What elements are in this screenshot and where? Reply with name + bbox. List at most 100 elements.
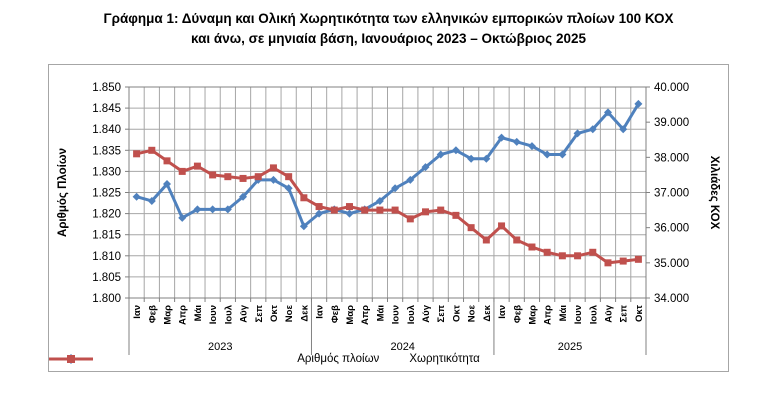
- chart-legend: Αριθμός πλοίων Χωρητικότητα: [49, 353, 728, 365]
- capacity-series-data-point: [361, 206, 369, 214]
- ships-series-data-point: [543, 150, 552, 159]
- capacity-series-data-point: [376, 206, 384, 214]
- x-axis-month-label: Αύγ: [603, 304, 614, 322]
- legend-label: Χωρητικότητα: [409, 353, 480, 365]
- capacity-series-data-point: [634, 255, 642, 263]
- capacity-series-data-point: [543, 248, 551, 256]
- right-axis-tick-label: 40.000: [654, 82, 689, 94]
- x-axis-month-label: Ιαν: [497, 305, 508, 319]
- ships-series-data-point: [619, 125, 628, 134]
- legend-label: Αριθμός πλοίων: [297, 353, 380, 365]
- capacity-series-data-point: [239, 174, 247, 182]
- right-axis-tick-label: 38.000: [654, 152, 689, 164]
- x-axis-month-label: Αύγ: [421, 304, 432, 322]
- ships-series-data-point: [482, 154, 491, 163]
- left-axis-tick-label: 1.835: [92, 145, 121, 157]
- ships-series-data-point: [223, 205, 232, 214]
- capacity-series-data-point: [422, 208, 430, 216]
- ships-series-data-point: [603, 108, 612, 117]
- left-axis-title: Αριθμός Πλοίων: [57, 148, 69, 237]
- ships-series-data-point: [345, 209, 354, 218]
- x-axis-month-label: Μάι: [375, 305, 386, 322]
- right-axis-tick-label: 37.000: [654, 188, 689, 200]
- ships-series-data-point: [269, 175, 278, 184]
- capacity-series-data-point: [300, 194, 308, 202]
- left-axis-tick-label: 1.820: [92, 209, 121, 221]
- capacity-series-data-point: [269, 164, 277, 172]
- left-axis-tick-label: 1.830: [92, 166, 121, 178]
- ships-series-data-point: [375, 196, 384, 205]
- x-axis-month-label: Φεβ: [147, 305, 158, 323]
- ships-series-data-point: [467, 154, 476, 163]
- ships-series-data-point: [558, 150, 567, 159]
- capacity-series-data-point: [163, 157, 171, 165]
- legend-item-capacity: Χωρητικότητα: [49, 353, 480, 365]
- x-axis-month-label: Απρ: [178, 305, 189, 325]
- ships-series-data-point: [391, 184, 400, 193]
- x-axis-month-label: Φεβ: [330, 305, 341, 323]
- left-axis-tick-label: 1.800: [92, 293, 121, 305]
- x-axis-month-label: Νοε: [467, 305, 478, 323]
- left-axis-tick-label: 1.850: [92, 82, 121, 94]
- left-axis-tick-label: 1.805: [92, 272, 121, 284]
- capacity-series-data-point: [406, 215, 414, 223]
- x-axis-month-label: Απρ: [360, 305, 371, 325]
- capacity-series-data-point: [452, 211, 460, 219]
- year-label: 2024: [390, 341, 414, 353]
- x-axis-month-label: Νοε: [284, 305, 295, 323]
- x-axis-month-label: Απρ: [543, 305, 554, 325]
- year-label: 2025: [558, 341, 582, 353]
- capacity-series-data-point: [528, 243, 536, 251]
- x-axis-month-label: Ιουν: [391, 305, 402, 324]
- ships-series-data-point: [527, 142, 536, 151]
- ships-series-data-point: [178, 213, 187, 222]
- x-axis-month-label: Ιουλ: [223, 304, 234, 324]
- right-axis-tick-label: 35.000: [654, 258, 689, 270]
- ships-series-data-point: [163, 180, 172, 189]
- x-axis-month-label: Σεπ: [254, 304, 265, 322]
- left-axis-tick-label: 1.840: [92, 124, 121, 136]
- x-axis-month-label: Μαρ: [163, 305, 174, 325]
- ships-series-data-point: [284, 184, 293, 193]
- ships-series-data-point: [634, 99, 643, 108]
- ships-series-data-point: [497, 133, 506, 142]
- left-axis-tick-label: 1.810: [92, 251, 121, 263]
- capacity-series-data-point: [619, 257, 627, 265]
- capacity-series-data-point: [285, 173, 293, 181]
- ships-series-line: [135, 102, 640, 228]
- capacity-series-data-point: [254, 173, 262, 181]
- x-axis-month-label: Ιουλ: [406, 304, 417, 324]
- x-axis-month-label: Ιουλ: [588, 304, 599, 324]
- ships-series-data-point: [421, 163, 430, 172]
- x-axis-month-label: Δεκ: [299, 304, 310, 321]
- capacity-series-data-point: [224, 173, 232, 181]
- capacity-series-data-point: [437, 206, 445, 214]
- capacity-series-data-point: [558, 252, 566, 260]
- x-axis-month-label: Μάι: [193, 305, 204, 322]
- left-axis-tick-label: 1.815: [92, 230, 121, 242]
- x-axis-month-label: Μαρ: [345, 305, 356, 325]
- x-axis-month-label: Σεπ: [619, 304, 630, 322]
- x-axis-month-label: Ιαν: [315, 305, 326, 319]
- capacity-series-line: [135, 148, 640, 265]
- legend-item-ships: Αριθμός πλοίων: [49, 353, 380, 365]
- capacity-series-data-point: [133, 150, 141, 158]
- left-axis-tick-label: 1.825: [92, 188, 121, 200]
- ships-series-data-point: [239, 192, 248, 201]
- capacity-series-data-point: [498, 222, 506, 230]
- chart-title-line1: Γράφημα 1: Δύναμη και Ολική Χωρητικότητα…: [103, 11, 674, 26]
- chart-title-line2: και άνω, σε μηνιαία βάση, Ιανουάριος 202…: [191, 31, 586, 47]
- capacity-series-data-point: [589, 248, 597, 256]
- capacity-series-data-point: [391, 206, 399, 214]
- ships-series-data-point: [588, 125, 597, 134]
- ships-series-data-point: [193, 205, 202, 214]
- x-axis-month-label: Οκτ: [269, 304, 280, 322]
- capacity-series-data-point: [513, 236, 521, 244]
- ships-series-data-point: [132, 192, 141, 201]
- x-axis-month-label: Ιουν: [573, 305, 584, 324]
- chart-canvas: 1.850 1.845 1.840 1.835 1.830 1.825 1.820 1.815…: [57, 82, 720, 355]
- ships-series-data-point: [573, 129, 582, 138]
- x-axis-month-label: Μάι: [558, 305, 569, 322]
- left-axis-tick-label: 1.845: [92, 103, 121, 115]
